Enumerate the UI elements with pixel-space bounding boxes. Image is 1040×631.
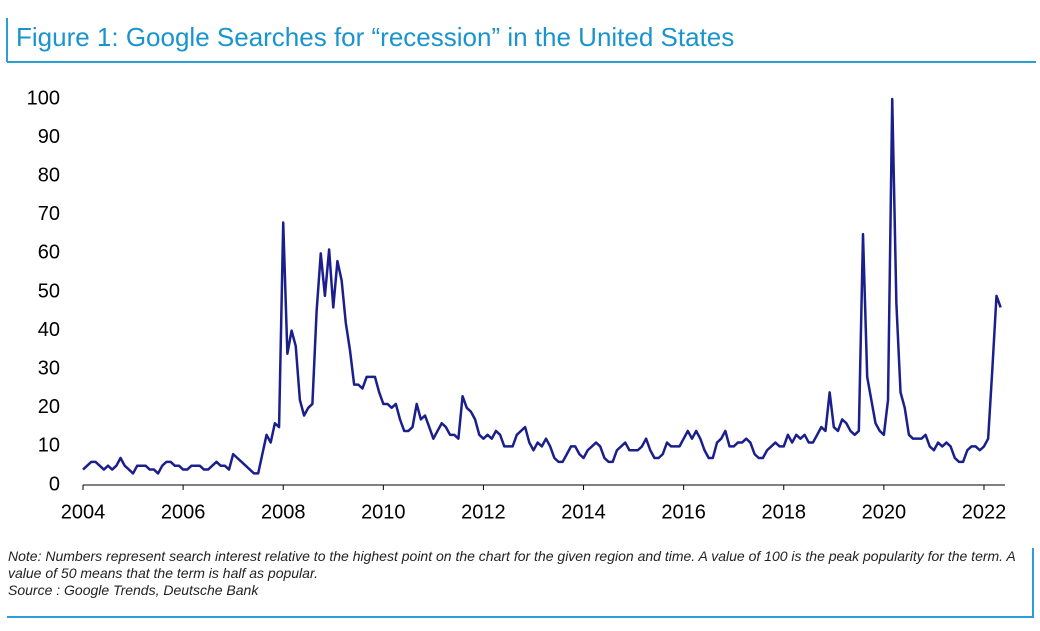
y-tick-label: 20 xyxy=(38,396,60,418)
y-tick-label: 40 xyxy=(38,319,60,341)
y-tick-label: 80 xyxy=(38,164,60,186)
y-tick-label: 50 xyxy=(38,280,60,302)
x-tick-label: 2022 xyxy=(962,501,1007,523)
x-tick-label: 2008 xyxy=(261,501,306,523)
x-tick-label: 2016 xyxy=(661,501,706,523)
x-tick-label: 2006 xyxy=(161,501,206,523)
y-tick-label: 70 xyxy=(38,203,60,225)
x-tick-label: 2012 xyxy=(461,501,506,523)
footer: Note: Numbers represent search interest … xyxy=(8,548,1016,598)
x-tick-label: 2020 xyxy=(862,501,907,523)
y-tick-label: 30 xyxy=(38,357,60,379)
y-tick-label: 0 xyxy=(49,473,60,495)
line-series xyxy=(82,97,1002,475)
x-tick-label: 2004 xyxy=(61,501,106,523)
note: Note: Numbers represent search interest … xyxy=(8,548,1016,581)
y-tick-label: 60 xyxy=(38,242,60,264)
x-tick-label: 2018 xyxy=(762,501,807,523)
x-tick-label: 2014 xyxy=(561,501,606,523)
y-tick-label: 10 xyxy=(38,435,60,457)
y-tick-label: 100 xyxy=(27,87,60,109)
chart-title: Figure 1: Google Searches for “recession… xyxy=(16,22,734,52)
source: Source : Google Trends, Deutsche Bank xyxy=(8,582,259,598)
y-tick-label: 90 xyxy=(38,126,60,148)
x-tick-label: 2010 xyxy=(361,501,406,523)
